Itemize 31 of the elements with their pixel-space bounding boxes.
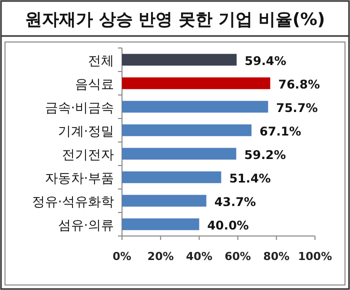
y-tick-label: 금속·비금속 — [44, 100, 114, 116]
bar — [122, 124, 252, 136]
chart-title: 원자재가 상승 반영 못한 기업 비율(%) — [24, 10, 326, 30]
bar — [122, 171, 222, 184]
x-tick-label: 0% — [112, 250, 132, 263]
y-tick-label: 음식료 — [75, 77, 114, 92]
bar — [122, 148, 236, 160]
y-tick-label: 전체 — [88, 54, 114, 69]
data-label: 59.4% — [244, 54, 286, 68]
x-tick-label: 80% — [263, 250, 290, 263]
x-tick-label: 60% — [224, 250, 251, 263]
bar — [122, 54, 237, 66]
data-label: 75.7% — [276, 100, 318, 115]
y-tick-label: 기계·정밀 — [58, 124, 114, 140]
x-tick-label: 40% — [186, 250, 212, 263]
data-label: 67.1% — [260, 124, 302, 138]
y-tick-label: 정유·석유화학 — [32, 194, 114, 210]
y-tick-label: 전기전자 — [62, 148, 114, 163]
y-tick-label: 섬유·의류 — [58, 218, 114, 234]
data-label: 43.7% — [214, 194, 256, 209]
bar — [122, 77, 270, 90]
bar — [122, 100, 268, 113]
data-label: 40.0% — [207, 218, 249, 232]
data-label: 76.8% — [278, 77, 320, 92]
y-tick-label: 자동차·부품 — [44, 171, 114, 186]
bar — [122, 194, 206, 207]
data-label: 59.2% — [244, 148, 286, 162]
x-tick-label: 100% — [298, 250, 332, 263]
x-tick-label: 20% — [147, 250, 174, 263]
data-label: 51.4% — [229, 171, 271, 186]
bar — [122, 218, 200, 230]
